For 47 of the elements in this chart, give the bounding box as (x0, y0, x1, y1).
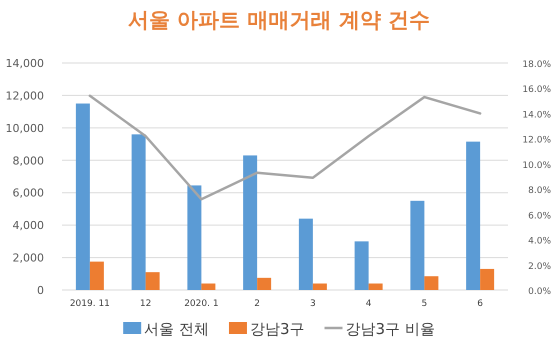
y-tick-label: 14,000 (6, 57, 44, 70)
y2-tick-label: 6.0% (528, 211, 552, 222)
x-tick-label: 12 (140, 299, 152, 309)
y-tick-label: 12,000 (6, 89, 44, 102)
bar (201, 284, 216, 290)
legend-label: 강남3구 (250, 320, 305, 338)
bar (312, 284, 327, 290)
x-tick-label: 2 (254, 299, 260, 309)
y2-tick-label: 14.0% (522, 110, 552, 120)
y2-tick-label: 18.0% (522, 60, 552, 70)
bar (76, 104, 90, 290)
y2-tick-label: 16.0% (522, 85, 552, 96)
bar (146, 272, 160, 290)
legend-label: 강남3구 비율 (346, 320, 435, 338)
y2-tick-label: 0.0% (528, 287, 552, 297)
y-tick-label: 4,000 (12, 219, 44, 232)
bar (466, 142, 480, 290)
x-tick-label: 5 (422, 299, 428, 309)
bar (90, 262, 104, 290)
bar (354, 241, 369, 290)
bar (480, 268, 494, 290)
y2-tick-label: 8.0% (528, 186, 552, 196)
y2-tick-label: 12.0% (522, 136, 552, 146)
y-tick-label: 0 (37, 284, 44, 297)
bar (424, 276, 438, 290)
y-tick-label: 2,000 (12, 252, 44, 265)
bar (257, 278, 272, 290)
legend-label: 서울 전체 (144, 320, 209, 338)
y-tick-label: 10,000 (6, 122, 44, 135)
bar (132, 134, 146, 290)
bar (243, 155, 258, 290)
y-tick-label: 6,000 (12, 186, 44, 200)
y-tick-label: 8,000 (12, 154, 44, 168)
line-series (88, 94, 482, 200)
x-tick-label: 2020. 1 (184, 299, 219, 309)
chart-title: 서울 아파트 매매거래 계약 건수 (128, 8, 430, 32)
x-tick-label: 2019. 11 (70, 299, 110, 309)
x-tick-label: 6 (477, 299, 484, 309)
bar (298, 218, 313, 290)
bar (410, 200, 424, 290)
y2-tick-label: 10.0% (522, 160, 552, 171)
x-tick-label: 4 (366, 299, 372, 309)
bar (187, 185, 202, 290)
bar (368, 284, 383, 290)
x-tick-label: 3 (310, 299, 316, 309)
y2-tick-label: 2.0% (528, 262, 552, 272)
y2-tick-label: 4.0% (528, 236, 552, 247)
